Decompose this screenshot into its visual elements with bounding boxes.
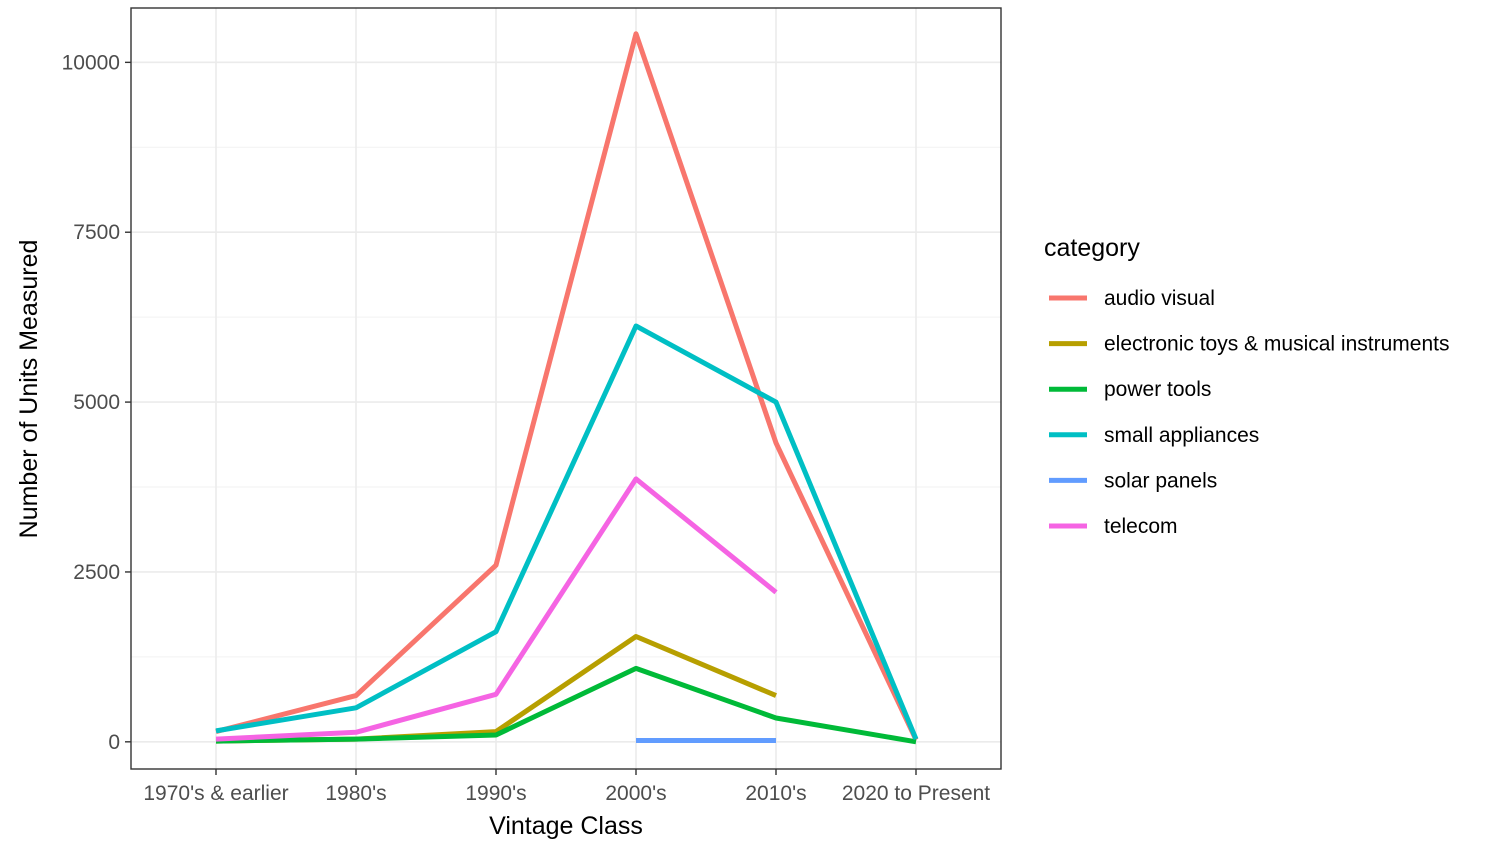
y-tick-label: 5000 bbox=[73, 391, 120, 414]
legend-items: audio visual electronic toys & musical in… bbox=[1049, 287, 1449, 538]
legend-label: electronic toys & musical instruments bbox=[1104, 333, 1449, 356]
legend-title: category bbox=[1044, 234, 1140, 262]
legend-label: power tools bbox=[1104, 378, 1211, 401]
series-line bbox=[215, 31, 919, 741]
series-line bbox=[215, 665, 917, 745]
plot-border bbox=[130, 7, 1002, 770]
legend: category audio visual electronic toys & m… bbox=[1044, 234, 1449, 538]
x-tick-label: 1980's bbox=[325, 782, 386, 805]
legend-label: audio visual bbox=[1104, 287, 1215, 310]
y-axis: 0 2500 5000 7500 10000 bbox=[62, 51, 131, 754]
series-lines bbox=[215, 31, 919, 745]
x-tick-label: 2020 to Present bbox=[842, 782, 990, 805]
x-tick-label: 2010's bbox=[745, 782, 806, 805]
grid-major bbox=[131, 8, 1001, 769]
grid-minor bbox=[131, 146, 1001, 658]
series-line bbox=[215, 323, 919, 741]
x-axis-title: Vintage Class bbox=[489, 812, 643, 840]
x-tick-label: 2000's bbox=[605, 782, 666, 805]
x-tick-label: 1990's bbox=[465, 782, 526, 805]
x-tick-label: 1970's & earlier bbox=[143, 782, 288, 805]
series-line bbox=[215, 476, 778, 742]
x-axis: 1970's & earlier 1980's 1990's 2000's 2010's… bbox=[143, 769, 990, 805]
y-tick-label: 10000 bbox=[62, 51, 120, 74]
plot-background bbox=[131, 8, 1001, 769]
y-tick-label: 0 bbox=[108, 731, 120, 754]
legend-label: small appliances bbox=[1104, 424, 1259, 447]
legend-label: solar panels bbox=[1104, 469, 1217, 492]
legend-label: telecom bbox=[1104, 515, 1178, 538]
y-axis-title: Number of Units Measured bbox=[15, 240, 43, 539]
y-tick-label: 7500 bbox=[73, 221, 120, 244]
y-tick-label: 2500 bbox=[73, 561, 120, 584]
